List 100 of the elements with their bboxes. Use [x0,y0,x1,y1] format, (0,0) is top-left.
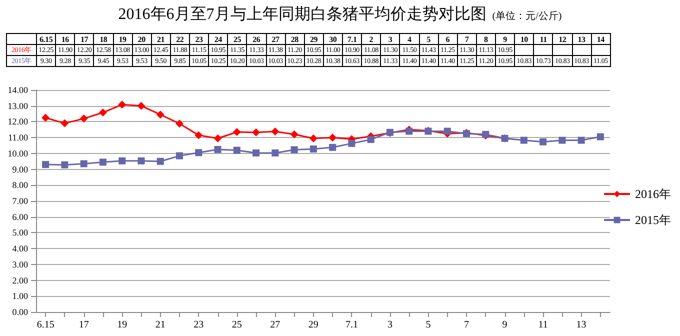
legend-label: 2015年 [635,213,671,227]
point [252,128,260,136]
x-tick-label: 17 [74,34,94,44]
y-tick-label: 5.00 [12,228,28,238]
y-tick-label: 2.00 [12,275,28,286]
point [329,144,336,151]
point [156,158,164,165]
point [99,158,106,166]
category-label: 27 [270,320,280,330]
point [578,136,585,144]
y-tick-label: 7.00 [12,196,28,206]
point [156,110,164,119]
category-label: 21 [155,320,166,330]
point [118,157,126,164]
x-tick-label: 29 [304,34,324,44]
chart-subtitle: (单位：元/公斤) [492,11,562,22]
x-tick-label: 4 [400,34,419,44]
point [520,136,528,144]
category-label: 5 [426,320,431,330]
legend-label: 2016年 [635,187,671,201]
point [328,134,337,142]
point [232,128,241,136]
chart-title: 2016年6月至7月与上年同期白条猪平均价走势对比图 [118,6,486,23]
y-tick-label: 1.00 [12,291,28,302]
point [272,149,279,156]
point [118,100,126,109]
x-tick-label: 30 [323,34,342,44]
x-tick-label: 28 [285,34,304,44]
point [558,136,566,144]
point [348,140,356,147]
point [367,136,374,143]
point [42,161,50,168]
x-tick-label: 5 [419,34,438,44]
point [309,134,318,142]
x-tick-label: 23 [190,34,209,44]
y-tick-label: 8.00 [12,180,28,190]
point [176,120,184,128]
y-tick-label: 6.00 [12,212,28,222]
x-tick-label: 18 [94,34,113,44]
point [194,131,203,140]
category-label: 7 [464,320,469,330]
x-tick-label: 19 [113,34,132,44]
point [195,149,202,156]
y-tick-label: 13.00 [8,100,28,111]
x-tick-label: 13 [572,34,592,44]
y-tick-label: 14.00 [8,85,28,95]
x-tick-label: 2 [362,34,381,44]
point [98,108,107,117]
x-tick-label: 26 [246,34,266,44]
x-tick-label: 24 [208,34,228,44]
y-tick-label: 10.00 [8,148,28,158]
x-tick-label: 9 [496,34,515,44]
x-tick-label: 12 [552,34,572,44]
y-tick-label: 11.00 [8,132,28,143]
y-tick-label: 12.00 [8,116,28,127]
x-tick-label: 7 [457,34,476,44]
x-tick-label: 7.1 [342,34,362,44]
x-tick-label: 22 [170,34,190,44]
category-label: 13 [576,320,586,330]
x-tick-label: 3 [380,34,400,44]
y-tick-label: 9.00 [12,164,28,174]
point [252,149,260,156]
x-tick-label: 20 [132,34,152,44]
point [310,145,317,152]
point [42,114,50,122]
point [271,128,280,136]
category-label: 9 [502,320,508,330]
point [61,161,68,168]
x-tick-label: 27 [266,34,286,44]
point [290,130,298,138]
x-tick-label: 10 [514,34,534,44]
point [214,134,222,142]
point [233,146,240,154]
category-label: 23 [194,320,204,330]
category-label: 19 [117,320,128,330]
point [176,152,183,160]
x-tick-label: 11 [534,34,553,44]
point [138,157,145,164]
point [444,128,451,135]
category-label: 6.15 [36,320,54,330]
point [60,119,69,128]
category-label: 11 [538,320,548,330]
category-label: 29 [308,320,318,330]
x-tick-label: 21 [151,34,170,44]
y-tick-label: 3.00 [12,259,28,270]
category-label: 7.1 [345,320,358,330]
x-tick-label: 6 [438,34,458,44]
x-tick-label: 14 [591,34,610,44]
point [540,138,547,146]
point [290,146,298,154]
point [80,114,88,123]
x-tick-label: 25 [228,34,247,44]
point [214,146,222,153]
x-tick-label: 6.15 [36,34,56,44]
point [596,133,604,140]
y-tick-label: 0.00 [12,307,28,317]
point [137,102,146,110]
point [80,160,88,168]
y-tick-label: 4.00 [12,244,28,254]
category-label: 17 [78,320,89,330]
